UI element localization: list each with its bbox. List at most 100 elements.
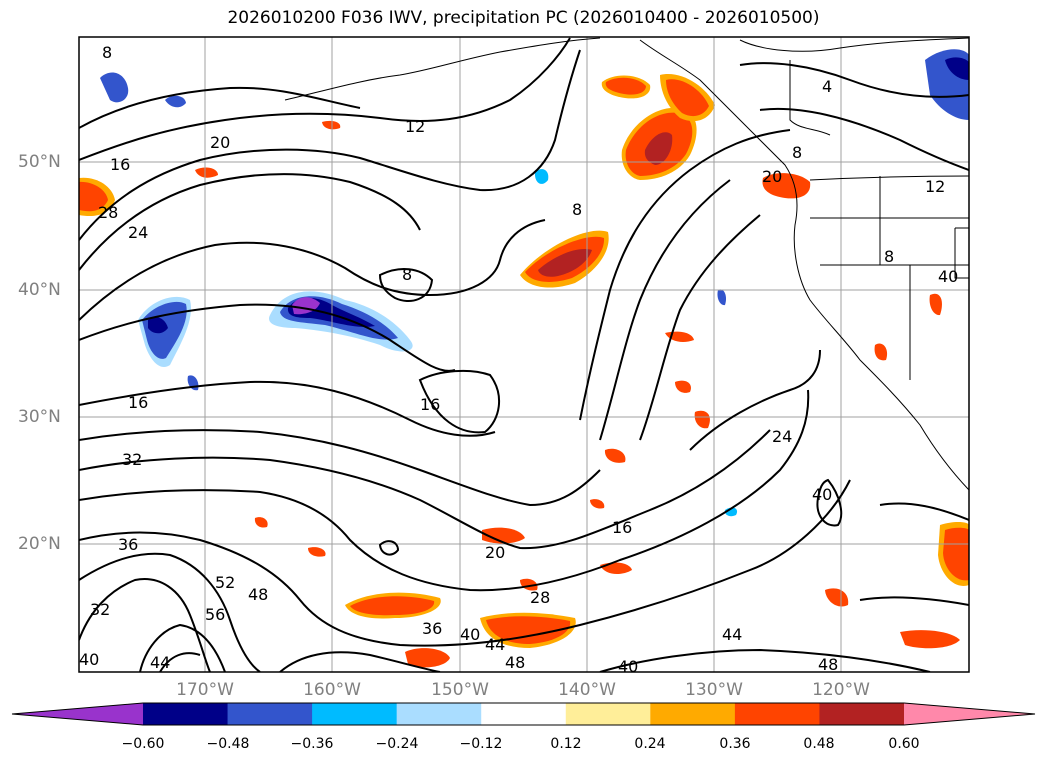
precip-blob [605, 77, 646, 95]
precip-blob [929, 293, 942, 316]
contour-label: 16 [612, 518, 632, 537]
colorbar-tick-label: −0.36 [290, 736, 334, 752]
contour-label: 44 [485, 635, 505, 654]
colorbar-cell [227, 703, 313, 725]
lon-label: 140°W [558, 680, 616, 700]
colorbar-cell [650, 703, 736, 725]
precip-blob [762, 173, 811, 199]
colorbar-left-extend [12, 703, 143, 725]
lat-label: 30°N [18, 407, 61, 427]
contour-label: 28 [98, 203, 118, 222]
precip-blob [644, 132, 673, 165]
precip-blob [195, 167, 218, 178]
colorbar-cell [565, 703, 651, 725]
colorbar-right-extend [904, 703, 1035, 725]
precip-blob [590, 499, 605, 509]
lon-label: 160°W [303, 680, 361, 700]
contour-label: 8 [792, 143, 802, 162]
map-title: 2026010200 F036 IWV, precipitation PC (2… [227, 8, 820, 28]
map-frame [78, 36, 970, 673]
contour-label: 24 [128, 223, 148, 242]
contour-label: 40 [79, 650, 99, 669]
contour-label: 52 [215, 573, 235, 592]
lon-label: 130°W [685, 680, 743, 700]
contour-label: 20 [485, 543, 505, 562]
colorbar-tick-label: 0.60 [888, 736, 920, 752]
lon-label: 150°W [431, 680, 489, 700]
precip-blob [945, 57, 969, 80]
colorbar-cell [396, 703, 482, 725]
colorbar [11, 702, 1036, 726]
colorbar-tick-label: −0.12 [459, 736, 503, 752]
contour-label: 32 [90, 600, 110, 619]
contour-label: 8 [102, 43, 112, 62]
colorbar-cell [143, 703, 229, 725]
contour-label: 48 [818, 655, 838, 674]
colorbar-tick-label: −0.24 [375, 736, 419, 752]
contour-label: 40 [618, 657, 638, 676]
contour-label: 20 [210, 133, 230, 152]
precip-blob [694, 410, 710, 429]
contour-label: 32 [122, 450, 142, 469]
contour-label: 20 [762, 167, 782, 186]
precip-blob [254, 517, 268, 528]
contour-label: 16 [420, 395, 440, 414]
contour-label: 16 [110, 155, 130, 174]
contour-label: 8 [572, 200, 582, 219]
iwv-contours [79, 37, 969, 672]
precip-blob [900, 630, 960, 649]
precip-blob [825, 588, 849, 607]
colorbar-cell [734, 703, 820, 725]
contour-label: 24 [772, 427, 792, 446]
colorbar-tick-label: 0.24 [634, 736, 666, 752]
contour-label: 8 [402, 265, 412, 284]
precip-blob [322, 120, 341, 130]
colorbar-tick-label: 0.12 [550, 736, 582, 752]
precip-negative-layer [100, 49, 969, 517]
contour-label: 40 [460, 625, 480, 644]
contour-labels: 8 12 20 16 28 24 8 8 16 16 32 20 28 36 4… [79, 43, 958, 676]
colorbar-cells [143, 703, 905, 725]
precip-blob [405, 648, 450, 668]
precip-blob [717, 289, 727, 306]
precip-blob [675, 380, 691, 393]
contour-label: 28 [530, 588, 550, 607]
precip-blob [350, 596, 435, 616]
colorbar-tick-label: −0.48 [206, 736, 250, 752]
precip-blob [534, 169, 549, 184]
contour-label: 56 [205, 605, 225, 624]
contour-label: 8 [884, 247, 894, 266]
contour-label: 44 [722, 625, 742, 644]
lon-label: 170°W [176, 680, 234, 700]
precip-blob [874, 343, 888, 361]
precip-blob [165, 95, 186, 108]
contour-label: 40 [812, 485, 832, 504]
colorbar-tick-label: 0.36 [719, 736, 751, 752]
lat-label: 40°N [18, 280, 61, 300]
lat-label: 50°N [18, 152, 61, 172]
contour-label: 4 [822, 77, 832, 96]
precip-blob [148, 317, 168, 334]
precip-blob [486, 616, 571, 644]
colorbar-cell [481, 703, 567, 725]
precip-blob [604, 448, 626, 463]
colorbar-cell [819, 703, 905, 725]
precip-blob [79, 181, 108, 212]
precip-blob [482, 527, 525, 544]
contour-label: 40 [938, 267, 958, 286]
colorbar-tick-label: 0.48 [803, 736, 835, 752]
colorbar-tick-label: −0.60 [121, 736, 165, 752]
contour-label: 44 [150, 653, 170, 672]
contour-label: 48 [248, 585, 268, 604]
graticule [79, 37, 969, 672]
coastlines [284, 37, 969, 491]
contour-label: 12 [925, 177, 945, 196]
precip-blob [538, 249, 592, 277]
precip-blob [943, 527, 969, 581]
contour-label: 12 [405, 117, 425, 136]
contour-label: 48 [505, 653, 525, 672]
precip-blob [308, 547, 326, 557]
contour-label: 36 [118, 535, 138, 554]
contour-label: 36 [422, 619, 442, 638]
